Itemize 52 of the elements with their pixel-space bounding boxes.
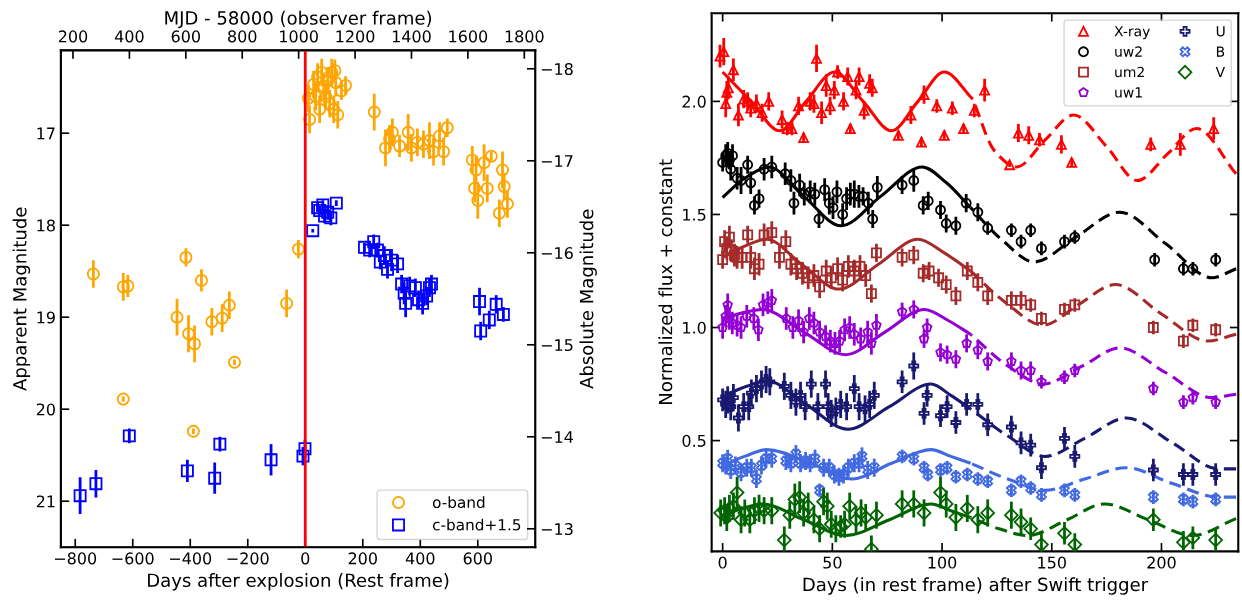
x-tick-label: 0 xyxy=(718,556,727,569)
legend-label: c-band+1.5 xyxy=(432,518,521,531)
x-tick-label: −800 xyxy=(54,552,97,565)
x-tick-label: 50 xyxy=(823,556,842,569)
y-axis-title: Apparent Magnitude xyxy=(12,207,31,391)
legend-label: uw1 xyxy=(1115,87,1142,98)
legend-label: X-ray xyxy=(1114,26,1150,40)
x-axis-title: Days (in rest frame) after Swift trigger xyxy=(803,577,1149,595)
legend-label: V xyxy=(1215,66,1225,78)
y-tick-label: 20 xyxy=(36,403,55,416)
x-tick-label: 150 xyxy=(1038,556,1066,569)
x-tick-label: 200 xyxy=(1147,556,1176,569)
x2-axis-title: MJD - 58000 (observer frame) xyxy=(165,10,432,29)
x2-tick-label: 400 xyxy=(114,30,144,43)
x-tick-label: −200 xyxy=(227,552,269,565)
x2-tick-label: 1000 xyxy=(280,30,318,43)
y-tick-label: 18 xyxy=(37,219,55,232)
y-tick-label: 19 xyxy=(37,311,55,324)
x2-tick-label: 1800 xyxy=(505,30,544,43)
y2-tick-label: −13 xyxy=(541,523,573,536)
x2-tick-label: 1600 xyxy=(449,30,488,43)
x2-tick-label: 200 xyxy=(58,30,88,43)
x-tick-label: −600 xyxy=(112,552,154,565)
y-tick-label: 1.5 xyxy=(683,208,706,221)
y-tick-label: 0.5 xyxy=(682,434,706,447)
y2-tick-label: −17 xyxy=(541,155,573,167)
y2-tick-label: −16 xyxy=(541,247,573,260)
y-tick-label: 17 xyxy=(37,127,55,140)
x-tick-label: 600 xyxy=(463,552,492,565)
y-tick-label: 2.0 xyxy=(682,95,706,108)
y-tick-label: 21 xyxy=(36,495,55,508)
x-tick-label: 100 xyxy=(928,556,957,569)
legend-label: um2 xyxy=(1115,66,1144,78)
x-tick-label: 0 xyxy=(301,552,310,565)
legend-label: B xyxy=(1216,46,1225,57)
y-axis-title: Normalized flux + constant xyxy=(658,159,673,404)
legend-label: o-band xyxy=(432,496,485,509)
x-axis-title: Days after explosion (Rest frame) xyxy=(148,573,449,591)
y2-tick-label: −15 xyxy=(541,339,573,352)
y2-tick-label: −18 xyxy=(541,63,573,76)
x2-tick-label: 800 xyxy=(228,30,257,43)
y-tick-label: 1.0 xyxy=(683,321,706,334)
x2-tick-label: 1400 xyxy=(392,30,431,43)
x2-tick-label: 1200 xyxy=(336,30,375,43)
y2-tick-label: −14 xyxy=(541,431,573,443)
y2-axis-title: Absolute Magnitude xyxy=(579,209,597,389)
legend-label: U xyxy=(1216,26,1225,37)
x2-tick-label: 600 xyxy=(171,30,200,43)
x-tick-label: 400 xyxy=(405,552,435,565)
legend-label: uw2 xyxy=(1115,46,1142,57)
x-tick-label: −400 xyxy=(170,552,212,565)
x-tick-label: 200 xyxy=(348,552,377,565)
